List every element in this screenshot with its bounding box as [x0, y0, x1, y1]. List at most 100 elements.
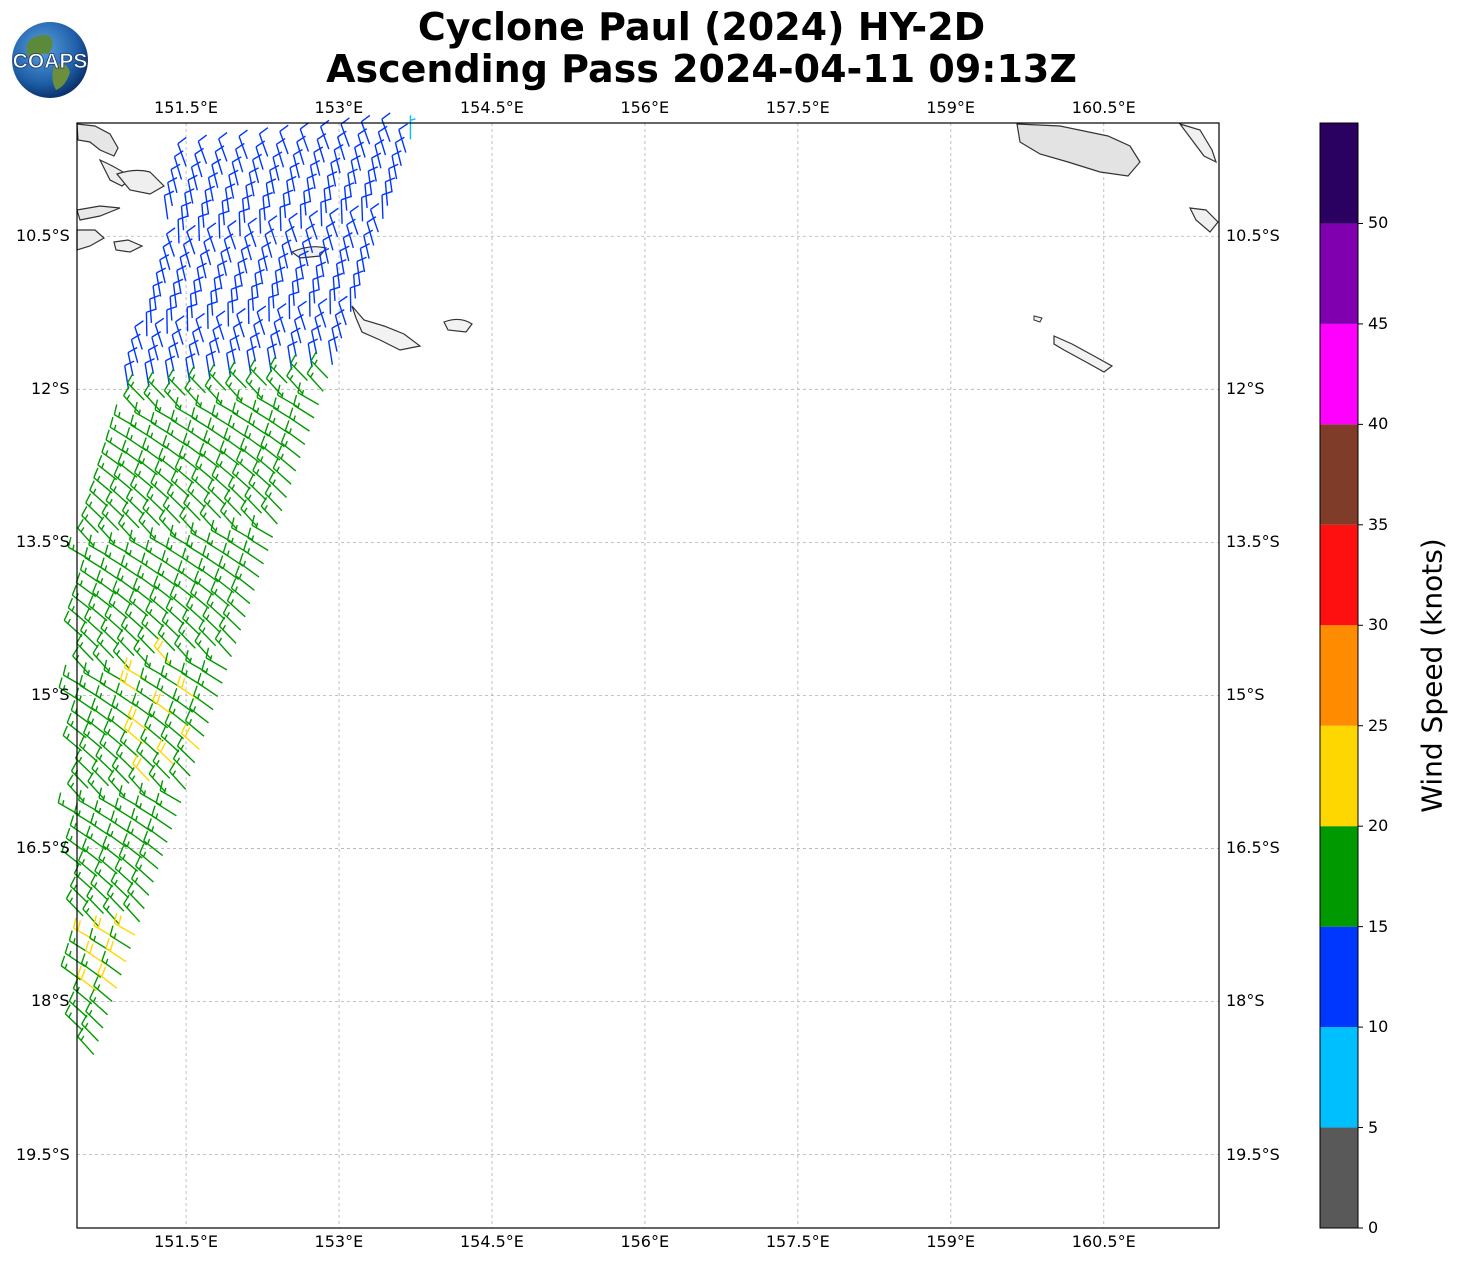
wind-barb — [108, 592, 128, 619]
wind-barb — [187, 174, 198, 204]
wind-barb — [116, 567, 138, 593]
wind-barb — [226, 591, 246, 618]
wind-barb — [194, 147, 204, 178]
wind-barb — [299, 200, 311, 229]
gridlines — [77, 123, 1219, 1228]
wind-barb — [185, 534, 208, 559]
wind-barb — [130, 333, 141, 363]
wind-barb — [132, 577, 153, 604]
wind-barb — [293, 313, 304, 344]
wind-barb — [151, 805, 173, 830]
island — [76, 123, 119, 157]
wind-barb — [173, 150, 184, 180]
wind-barb — [288, 212, 298, 243]
tick-label: 16.5°S — [1226, 838, 1280, 858]
wind-barb — [87, 771, 105, 800]
wind-barb — [162, 240, 173, 271]
wind-barb — [134, 795, 157, 819]
wind-barb — [96, 569, 117, 595]
wind-barb — [97, 963, 118, 989]
wind-barb — [82, 723, 103, 749]
wind-barb — [249, 332, 260, 362]
wind-barb — [93, 976, 113, 1003]
wind-barb — [227, 476, 247, 503]
wind-barb — [109, 416, 131, 441]
wind-barb — [206, 593, 226, 620]
tick-label: 153°E — [314, 98, 364, 117]
wind-barb — [228, 361, 247, 389]
wind-barb — [184, 188, 195, 217]
wind-barb — [68, 930, 91, 954]
wind-barb — [152, 751, 171, 779]
wind-barb — [167, 368, 186, 396]
wind-barb — [66, 774, 85, 802]
colorbar-tick-label: 25 — [1368, 715, 1389, 735]
wind-barb — [127, 705, 148, 731]
wind-barb — [92, 582, 113, 608]
wind-barb — [331, 322, 342, 352]
wind-barb — [203, 491, 222, 519]
wind-barb — [329, 286, 341, 315]
wind-barb — [322, 234, 333, 264]
wind-barb — [107, 769, 125, 798]
logo-text: COAPS — [13, 50, 88, 73]
wind-barb — [232, 321, 243, 351]
wind-barb — [205, 647, 228, 671]
wind-barb — [357, 128, 368, 158]
wind-barb — [176, 736, 196, 764]
wind-barb — [333, 143, 344, 174]
colorbar-segment — [1320, 725, 1358, 827]
wind-barb — [227, 219, 237, 250]
wind-barb — [118, 846, 139, 872]
wind-barb — [91, 697, 112, 723]
wind-barb — [279, 124, 289, 155]
wind-barb — [112, 580, 133, 606]
wind-barb — [265, 178, 277, 208]
wind-barb — [308, 288, 320, 317]
wind-barb — [92, 644, 110, 672]
wind-barb — [349, 283, 361, 312]
wind-barb — [240, 499, 258, 527]
wind-barb — [149, 527, 172, 551]
wind-barb — [148, 703, 169, 729]
wind-barb — [223, 233, 234, 263]
wind-barb — [94, 800, 116, 824]
wind-barb — [272, 458, 292, 485]
wind-barb — [185, 353, 196, 383]
wind-barb — [214, 567, 235, 594]
colorbar-tick-label: 10 — [1368, 1017, 1389, 1037]
wind-barb — [86, 886, 105, 915]
wind-barb — [88, 595, 108, 622]
wind-barb — [235, 450, 256, 477]
wind-barb — [194, 631, 212, 660]
wind-barb — [124, 603, 144, 630]
wind-barb — [78, 674, 101, 699]
wind-barb — [190, 522, 212, 546]
wind-barb — [182, 432, 204, 458]
wind-barb — [394, 136, 405, 167]
wind-barb — [252, 153, 263, 184]
wind-barb — [268, 471, 288, 498]
wind-barb — [206, 301, 218, 329]
wind-barb — [244, 425, 265, 450]
wind-barb — [370, 152, 382, 182]
tick-label: 159°E — [926, 98, 975, 117]
wind-barb — [214, 629, 232, 658]
tick-label: 153°E — [314, 1232, 364, 1251]
wind-barb — [226, 529, 249, 554]
wind-barb — [177, 621, 196, 649]
tick-label: 151.5°E — [154, 98, 219, 117]
wind-barb — [119, 669, 142, 694]
wind-barb — [181, 608, 201, 636]
wind-barb — [346, 218, 356, 249]
wind-barb — [64, 1004, 84, 1031]
wind-barb — [106, 884, 125, 912]
wind-barb — [388, 163, 399, 193]
wind-barb — [353, 141, 364, 171]
wind-barb — [206, 532, 228, 557]
wind-barb — [296, 135, 306, 166]
wind-barb — [144, 654, 167, 678]
tick-label: 160.5°E — [1071, 1232, 1136, 1251]
wind-barb — [214, 145, 225, 175]
wind-barb — [85, 825, 107, 851]
